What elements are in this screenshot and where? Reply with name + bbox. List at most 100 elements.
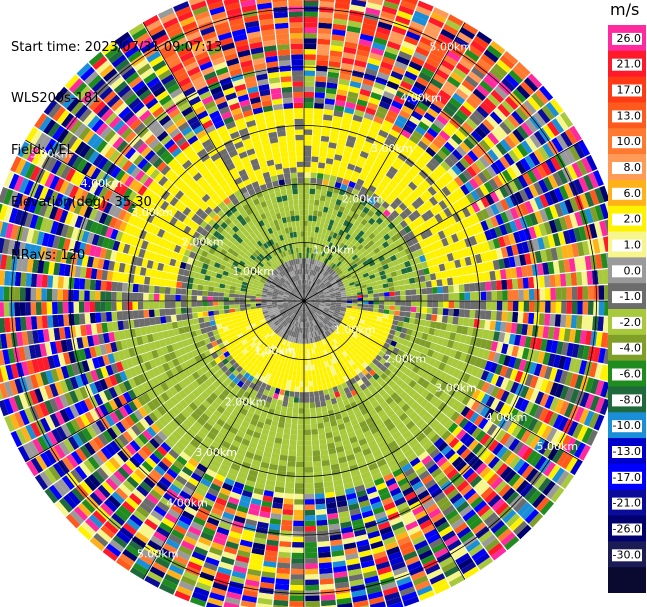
gate xyxy=(290,434,297,441)
gate xyxy=(425,146,437,157)
gate xyxy=(508,438,520,452)
gate xyxy=(363,214,372,222)
gate xyxy=(308,304,313,308)
gate xyxy=(345,101,356,110)
gate xyxy=(318,274,323,280)
gate xyxy=(287,374,293,381)
gate xyxy=(426,287,433,294)
gate xyxy=(432,301,439,308)
gate xyxy=(309,302,315,305)
gate xyxy=(397,274,404,281)
gate xyxy=(319,238,324,245)
gate xyxy=(314,194,321,201)
gate xyxy=(389,179,398,189)
gate xyxy=(421,246,429,255)
gate xyxy=(431,182,442,193)
gate xyxy=(389,105,401,115)
gate xyxy=(379,213,388,221)
gate xyxy=(366,525,379,534)
gate xyxy=(521,265,528,278)
gate xyxy=(343,253,350,260)
gate xyxy=(306,305,311,310)
gate xyxy=(447,137,459,149)
gate xyxy=(305,311,307,317)
gate xyxy=(548,412,559,427)
gate xyxy=(484,271,491,282)
gate xyxy=(343,342,350,349)
gate xyxy=(365,229,372,237)
gate xyxy=(578,444,591,461)
gate xyxy=(373,477,385,486)
gate xyxy=(404,368,412,377)
gate xyxy=(390,324,398,331)
gate xyxy=(536,164,548,179)
gate xyxy=(415,359,424,368)
gate xyxy=(341,471,352,480)
gate xyxy=(418,269,425,276)
gate xyxy=(319,315,324,320)
gate xyxy=(372,162,382,171)
gate xyxy=(565,314,572,328)
gate xyxy=(464,49,480,62)
gate xyxy=(310,269,314,276)
gate xyxy=(419,519,433,530)
gate xyxy=(385,435,395,445)
gate xyxy=(380,61,394,71)
gate xyxy=(352,295,358,299)
gate xyxy=(316,417,324,424)
gate xyxy=(364,176,374,185)
gate xyxy=(356,260,363,266)
gate xyxy=(313,461,322,467)
gate xyxy=(315,352,320,359)
gate xyxy=(429,206,439,216)
gate xyxy=(354,428,363,436)
gate xyxy=(457,249,465,259)
gate xyxy=(314,248,318,255)
gate xyxy=(428,357,437,367)
gate xyxy=(340,122,351,130)
gate xyxy=(324,486,335,493)
gate xyxy=(388,400,398,409)
gate xyxy=(431,578,448,590)
gate xyxy=(382,188,392,197)
gate xyxy=(573,227,582,242)
gate xyxy=(304,32,317,39)
gate xyxy=(411,228,420,237)
gate xyxy=(330,270,336,276)
gate xyxy=(521,464,534,479)
gate xyxy=(558,327,566,341)
gate xyxy=(335,361,342,368)
gate xyxy=(354,367,362,375)
gate xyxy=(283,428,291,435)
gate xyxy=(313,294,319,298)
gate xyxy=(313,325,318,331)
gate xyxy=(344,312,351,316)
gate xyxy=(384,327,391,334)
gate xyxy=(356,325,363,330)
gate xyxy=(510,322,518,334)
gate xyxy=(571,301,578,315)
gate xyxy=(336,279,343,284)
gate xyxy=(447,204,457,215)
gate xyxy=(336,335,342,341)
gate xyxy=(405,295,412,301)
gate xyxy=(584,330,592,346)
gate xyxy=(420,398,429,409)
gate xyxy=(391,359,399,367)
gate xyxy=(306,305,309,311)
gate xyxy=(346,454,356,462)
gate xyxy=(312,264,316,271)
gate xyxy=(326,212,332,220)
gate xyxy=(309,188,316,195)
gate xyxy=(372,268,379,274)
gate xyxy=(314,297,320,300)
gate xyxy=(312,314,316,320)
gate xyxy=(495,201,505,213)
gate xyxy=(335,176,344,184)
gate xyxy=(405,289,412,296)
gate xyxy=(375,232,383,240)
gate xyxy=(397,152,408,162)
gate xyxy=(427,186,437,196)
gate xyxy=(304,209,309,216)
gate xyxy=(376,316,383,322)
